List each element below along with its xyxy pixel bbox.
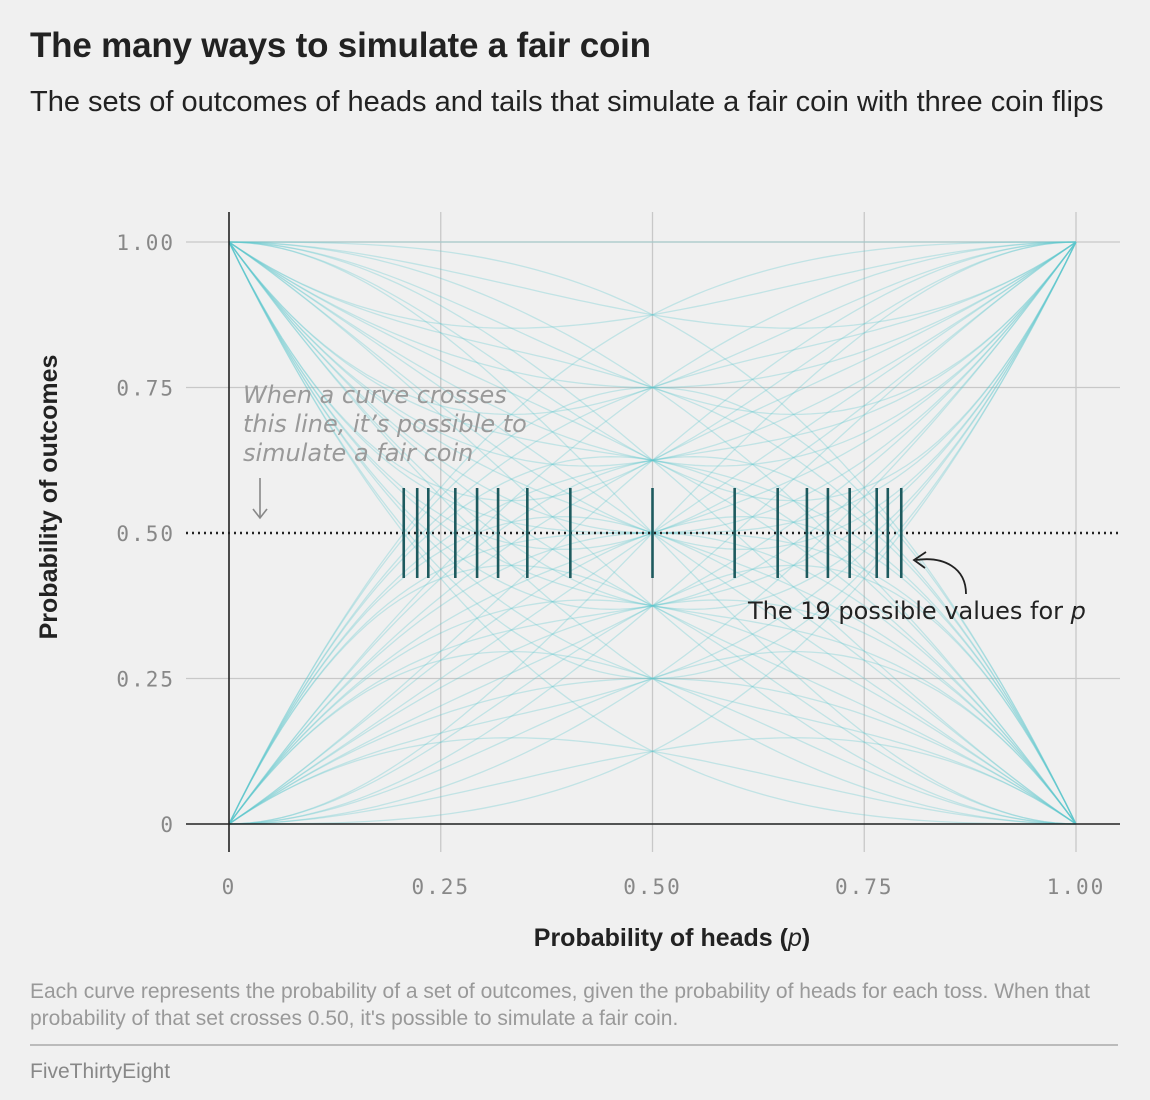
chart-subtitle: The sets of outcomes of heads and tails … [30,86,1104,118]
curve-29 [228,241,1077,825]
curve-30 [228,241,1077,825]
down-arrow-icon [252,478,268,520]
x-tick-label-3: 0.75 [835,875,894,899]
curve-3 [228,564,1077,825]
chart-title: The many ways to simulate a fair coin [30,26,651,65]
curve-51 [228,241,1077,502]
curve-8 [228,650,1077,825]
curve-43 [228,241,1077,825]
curve-21 [228,241,1077,825]
curve-60 [228,241,1077,502]
curve-20 [228,241,1077,825]
curve-1 [228,737,1077,825]
curve-12 [228,564,1077,825]
y-axis-title: Probability of outcomes [35,355,63,640]
curve-27 [228,241,1077,825]
line-note-2: this line, it’s possible to [243,410,527,438]
x-tick-label-1: 0.25 [411,875,470,899]
x-tick-label-2: 0.50 [623,875,682,899]
curve-32 [229,241,1077,825]
curve-23 [228,241,1077,825]
y-tick-label-0: 0 [160,813,175,837]
y-tick-label-3: 0.75 [116,377,175,401]
curve-6 [228,599,1077,825]
curve-24 [228,241,1077,825]
x-tick-label-4: 1.00 [1047,875,1106,899]
curve-14 [228,456,1077,825]
chart-canvas: 0 0.25 0.50 0.75 1.00 0 0.25 0.50 0.75 1.00 Proba… [35,212,1120,952]
curve-26 [228,241,1077,825]
line-note-1: When a curve crosses [243,381,507,409]
curve-39 [228,241,1077,825]
curve-57 [228,241,1077,467]
curved-arrow-icon [912,551,967,595]
x-axis-title: Probability of heads (p) [534,924,810,952]
line-note-3: simulate a fair coin [243,439,473,467]
curve-4 [228,737,1077,825]
curve-58 [228,241,1077,389]
footnote: Each curve represents the probability of… [30,980,1090,1030]
x-tick-label-0: 0 [222,875,237,899]
curve-15 [228,386,1077,825]
curve-40 [228,241,1077,825]
p-value-marks [402,488,903,578]
curve-17 [228,241,1077,825]
curve-55 [228,241,1077,416]
y-tick-label-4: 1.00 [116,231,175,255]
curve-18 [228,241,1077,825]
curve-49 [228,241,1077,610]
curve-31 [229,241,1077,825]
p-values-annotation: The 19 possible values for p [747,551,1086,625]
curve-52 [228,241,1077,610]
curve-36 [228,241,1077,825]
curve-42 [228,241,1077,825]
source-credit: FiveThirtyEight [30,1060,171,1083]
curve-2 [228,650,1077,825]
curve-48 [228,241,1077,680]
curve-5 [228,677,1077,825]
y-tick-label-2: 0.50 [116,522,175,546]
curve-46 [228,241,1077,825]
curve-62 [228,241,1077,329]
curve-54 [228,241,1077,467]
curve-59 [228,241,1077,329]
curve-47 [228,241,1076,825]
curve-45 [228,241,1077,825]
footer-divider [30,1044,1118,1046]
curve-33 [228,241,1077,825]
curve-37 [228,241,1077,825]
curve-16 [228,241,1076,825]
curve-9 [228,599,1077,825]
curve-34 [228,241,1077,825]
p-values-note: The 19 possible values for p [747,597,1086,625]
tick-labels: 0 0.25 0.50 0.75 1.00 0 0.25 0.50 0.75 1.00 [116,231,1106,899]
curve-11 [228,456,1077,825]
line-annotation: When a curve crosses this line, it’s pos… [243,381,527,520]
y-tick-label-1: 0.25 [116,668,175,692]
curve-61 [228,241,1077,416]
